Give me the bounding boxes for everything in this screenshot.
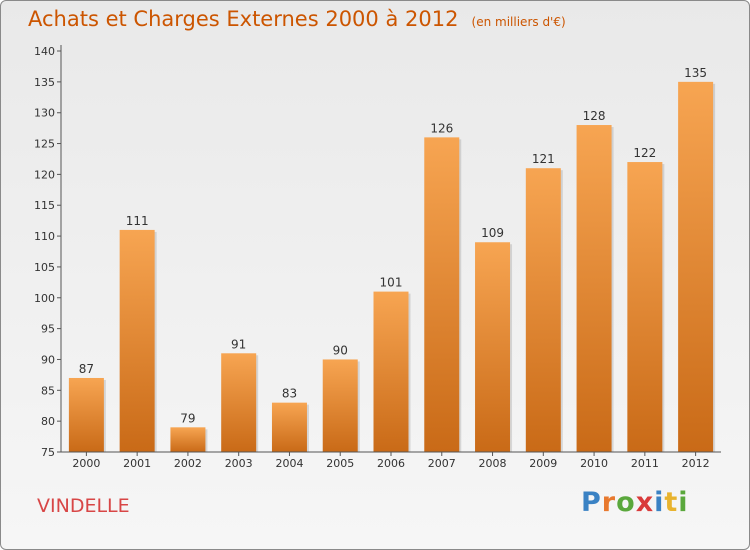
x-tick-label: 2007 bbox=[428, 457, 456, 470]
y-tick-label: 120 bbox=[34, 168, 55, 181]
logo-letter: x bbox=[635, 487, 655, 518]
y-tick-label: 95 bbox=[41, 323, 55, 336]
x-tick-label: 2009 bbox=[529, 457, 557, 470]
value-label: 128 bbox=[583, 109, 606, 123]
x-tick-label: 2003 bbox=[225, 457, 253, 470]
x-tick-label: 2012 bbox=[682, 457, 710, 470]
bar-2011 bbox=[627, 162, 663, 453]
x-tick-label: 2000 bbox=[72, 457, 100, 470]
value-label: 126 bbox=[430, 121, 453, 135]
x-tick-label: 2006 bbox=[377, 457, 405, 470]
value-label: 135 bbox=[684, 66, 707, 80]
value-label: 121 bbox=[532, 152, 555, 166]
y-tick-label: 135 bbox=[34, 76, 55, 89]
bar-2009 bbox=[525, 168, 561, 452]
logo-letter: o bbox=[616, 487, 636, 518]
value-label: 111 bbox=[126, 214, 149, 228]
y-tick-label: 85 bbox=[41, 384, 55, 397]
bar-2004 bbox=[271, 402, 307, 452]
y-tick-label: 125 bbox=[34, 138, 55, 151]
y-tick-label: 115 bbox=[34, 199, 55, 212]
bar-2000 bbox=[68, 377, 104, 452]
x-tick-label: 2011 bbox=[631, 457, 659, 470]
logo-letter: i bbox=[654, 487, 665, 518]
y-tick-label: 80 bbox=[41, 415, 55, 428]
logo-letter: P bbox=[581, 487, 602, 518]
value-label: 109 bbox=[481, 226, 504, 240]
x-tick-label: 2001 bbox=[123, 457, 151, 470]
bar-2005 bbox=[322, 359, 358, 452]
x-tick-label: 2002 bbox=[174, 457, 202, 470]
logo-letter: t bbox=[664, 487, 679, 518]
proxiti-logo: Proxiti bbox=[581, 487, 689, 518]
chart-subtitle: (en milliers d'€) bbox=[471, 15, 566, 29]
value-label: 83 bbox=[282, 387, 297, 401]
bar-2012 bbox=[678, 81, 714, 452]
y-tick-label: 75 bbox=[41, 446, 55, 459]
y-tick-label: 90 bbox=[41, 353, 55, 366]
bar-2003 bbox=[221, 353, 257, 452]
x-tick-label: 2004 bbox=[275, 457, 303, 470]
x-tick-label: 2008 bbox=[479, 457, 507, 470]
bar-2002 bbox=[170, 427, 206, 452]
value-label: 90 bbox=[333, 343, 348, 357]
logo-letter: i bbox=[678, 487, 689, 518]
value-label: 91 bbox=[231, 337, 246, 351]
value-label: 101 bbox=[380, 276, 403, 290]
bar-2001 bbox=[119, 229, 155, 452]
bar-2008 bbox=[475, 242, 511, 452]
bar-2010 bbox=[576, 125, 612, 453]
x-tick-label: 2005 bbox=[326, 457, 354, 470]
y-tick-label: 130 bbox=[34, 107, 55, 120]
y-tick-label: 100 bbox=[34, 292, 55, 305]
y-tick-label: 105 bbox=[34, 261, 55, 274]
value-label: 79 bbox=[180, 411, 195, 425]
value-label: 87 bbox=[79, 362, 94, 376]
value-label: 122 bbox=[633, 146, 656, 160]
y-tick-label: 110 bbox=[34, 230, 55, 243]
chart-title: Achats et Charges Externes 2000 à 2012 bbox=[28, 7, 459, 31]
commune-name: VINDELLE bbox=[37, 495, 130, 517]
bar-2006 bbox=[373, 291, 409, 452]
logo-letter: r bbox=[601, 487, 617, 518]
title-row: Achats et Charges Externes 2000 à 2012 (… bbox=[28, 7, 566, 31]
y-tick-label: 140 bbox=[34, 45, 55, 58]
x-tick-label: 2010 bbox=[580, 457, 608, 470]
bar-2007 bbox=[424, 137, 460, 452]
